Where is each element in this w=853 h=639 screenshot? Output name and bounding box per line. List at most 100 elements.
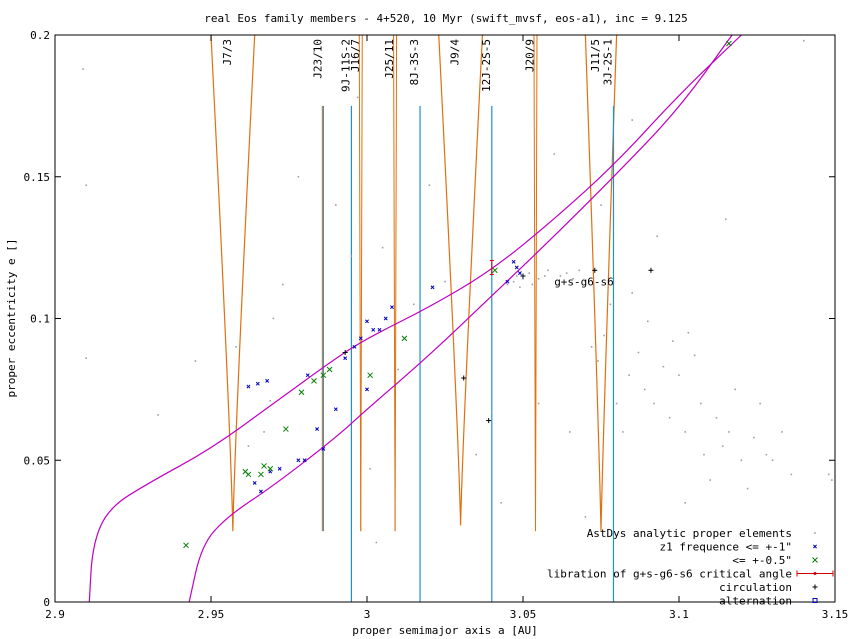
point-proper-element [603, 334, 605, 337]
point-proper-element [247, 445, 250, 447]
point-proper-element [82, 68, 84, 70]
point-proper-element [715, 416, 718, 419]
point-proper-element [313, 51, 315, 53]
point-proper-element [662, 365, 665, 368]
legend-label: circulation [719, 581, 792, 594]
point-proper-element [831, 479, 833, 481]
point-z1-1 [505, 279, 510, 284]
x-tick-label: 3.05 [510, 608, 537, 621]
point-z1-1 [333, 407, 338, 412]
point-proper-element [781, 431, 783, 433]
point-proper-element [803, 39, 805, 42]
point-proper-element [584, 280, 587, 283]
point-z1-0.5 [812, 557, 818, 563]
point-circulation [486, 418, 492, 424]
point-circulation [520, 273, 526, 279]
resonance-label: 12J-2S-5 [480, 39, 493, 92]
point-circulation [461, 375, 467, 381]
point-z1-1 [255, 381, 260, 386]
x-tick-label: 2.95 [198, 608, 225, 621]
point-proper-element [703, 453, 705, 456]
point-z1-0.5 [267, 465, 274, 472]
point-proper-element [578, 269, 580, 272]
point-proper-element [491, 411, 493, 413]
point-proper-element [668, 416, 671, 419]
point-proper-element [272, 317, 275, 320]
point-z1-1 [315, 427, 320, 432]
point-z1-1 [246, 384, 251, 389]
point-proper-element [684, 501, 687, 504]
point-proper-element [500, 501, 502, 504]
point-z1-1 [813, 544, 817, 549]
resonance-label: 9J-11S-2 [339, 39, 352, 92]
x-tick-label: 3 [364, 608, 371, 621]
point-proper-element [814, 532, 816, 534]
point-z1-1 [305, 373, 310, 378]
point-proper-element [565, 272, 568, 274]
point-proper-element [609, 303, 612, 306]
point-z1-1 [511, 259, 516, 264]
point-proper-element [709, 479, 711, 481]
resonance-label: J23/10 [311, 39, 324, 79]
point-proper-element [522, 278, 524, 280]
secular-resonance-curves [88, 34, 742, 603]
point-proper-element [753, 436, 755, 439]
point-proper-element [643, 388, 646, 391]
point-proper-element [319, 68, 321, 70]
point-proper-element [569, 431, 571, 433]
point-proper-element [631, 119, 633, 121]
resonance-label: J16/7 [349, 39, 362, 72]
point-z1-0.5 [726, 40, 732, 47]
point-z1-1 [517, 271, 522, 276]
point-proper-element [281, 283, 284, 286]
legend-label: z1 frequence <= +-1" [660, 541, 792, 554]
y-tick-label: 0.05 [24, 454, 51, 467]
resonance-thin-right [394, 34, 398, 532]
point-proper-element [759, 402, 761, 405]
point-proper-element [572, 278, 574, 280]
point-z1-1 [343, 356, 348, 361]
point-proper-element [519, 286, 521, 289]
point-proper-element [506, 283, 509, 286]
y-tick-label: 0.2 [30, 29, 50, 42]
x-axis-label: proper semimajor axis a [AU] [352, 624, 537, 637]
point-proper-element [350, 255, 353, 257]
point-proper-element [553, 153, 555, 155]
point-proper-element [615, 402, 618, 405]
point-proper-element [537, 278, 540, 280]
point-proper-element [678, 374, 680, 376]
point-proper-element [647, 320, 649, 323]
point-proper-element [547, 269, 549, 272]
point-circulation [812, 584, 818, 590]
point-proper-element [637, 351, 640, 354]
point-proper-element [544, 275, 546, 277]
point-proper-element [559, 275, 562, 277]
point-proper-element [590, 346, 593, 348]
point-z1-0.5 [492, 267, 498, 274]
point-z1-1 [302, 458, 307, 463]
resonance-wedge [584, 34, 618, 532]
point-proper-element [700, 402, 702, 405]
x-tick-label: 3.1 [669, 608, 689, 621]
point-proper-element [235, 346, 237, 348]
point-z1-1 [258, 489, 263, 494]
point-proper-element [597, 360, 599, 362]
point-proper-element [628, 374, 630, 376]
point-proper-element [725, 218, 727, 221]
x-tick-label: 2.9 [45, 608, 65, 621]
point-z1-0.5 [298, 389, 305, 396]
point-z1-1 [371, 327, 376, 332]
point-z1-0.5 [320, 372, 327, 379]
point-proper-element [728, 431, 730, 433]
secular-curve-lower [188, 34, 733, 603]
point-proper-element [531, 283, 534, 286]
resonance-wedge [438, 34, 484, 526]
point-proper-element [584, 516, 587, 518]
point-proper-element [653, 402, 655, 405]
x-tick-label: 3.15 [822, 608, 849, 621]
point-proper-element [537, 402, 540, 405]
point-proper-element [263, 431, 265, 433]
point-z1-0.5 [261, 463, 267, 469]
